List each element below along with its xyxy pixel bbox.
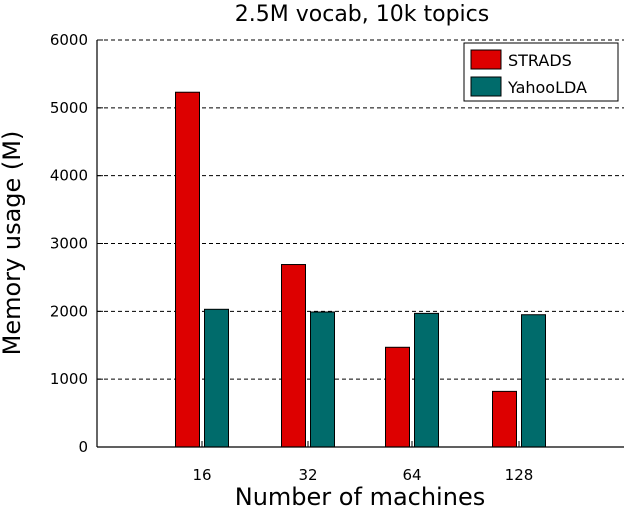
bar-yahoolda-128	[521, 314, 546, 448]
y-tick-label: 5000	[50, 99, 88, 117]
y-tick-label: 1000	[50, 370, 88, 388]
legend-label-strads: STRADS	[508, 51, 572, 70]
x-tick-label: 64	[402, 466, 421, 484]
y-tick-label: 0	[78, 438, 88, 456]
legend: STRADS YahooLDA	[463, 42, 619, 102]
legend-swatch-strads	[470, 49, 502, 70]
x-axis-label: Number of machines	[235, 483, 485, 508]
y-tick-label: 4000	[50, 167, 88, 185]
bar-strads-128	[492, 390, 517, 448]
chart-title: 2.5M vocab, 10k topics	[235, 2, 489, 27]
x-tick-label: 16	[192, 466, 211, 484]
y-tick-label: 2000	[50, 302, 88, 320]
bar-yahoolda-16	[204, 308, 229, 448]
bar-strads-32	[281, 264, 306, 448]
legend-label-yahoolda: YahooLDA	[507, 78, 587, 97]
bar-yahoolda-32	[310, 311, 335, 448]
bar-yahoolda-64	[414, 312, 439, 448]
bars	[175, 91, 546, 448]
x-tick-label: 128	[505, 466, 534, 484]
x-ticks: 16 32 64 128	[192, 441, 533, 484]
bar-strads-64	[385, 346, 410, 448]
y-tick-label: 3000	[50, 235, 88, 253]
y-ticks: 0 1000 2000 3000 4000 5000 6000	[50, 31, 103, 456]
legend-swatch-yahoolda	[470, 76, 502, 97]
x-tick-label: 32	[298, 466, 317, 484]
y-axis-label: Memory usage (M)	[0, 131, 26, 356]
bar-strads-16	[175, 91, 200, 448]
y-tick-label: 6000	[50, 31, 88, 49]
